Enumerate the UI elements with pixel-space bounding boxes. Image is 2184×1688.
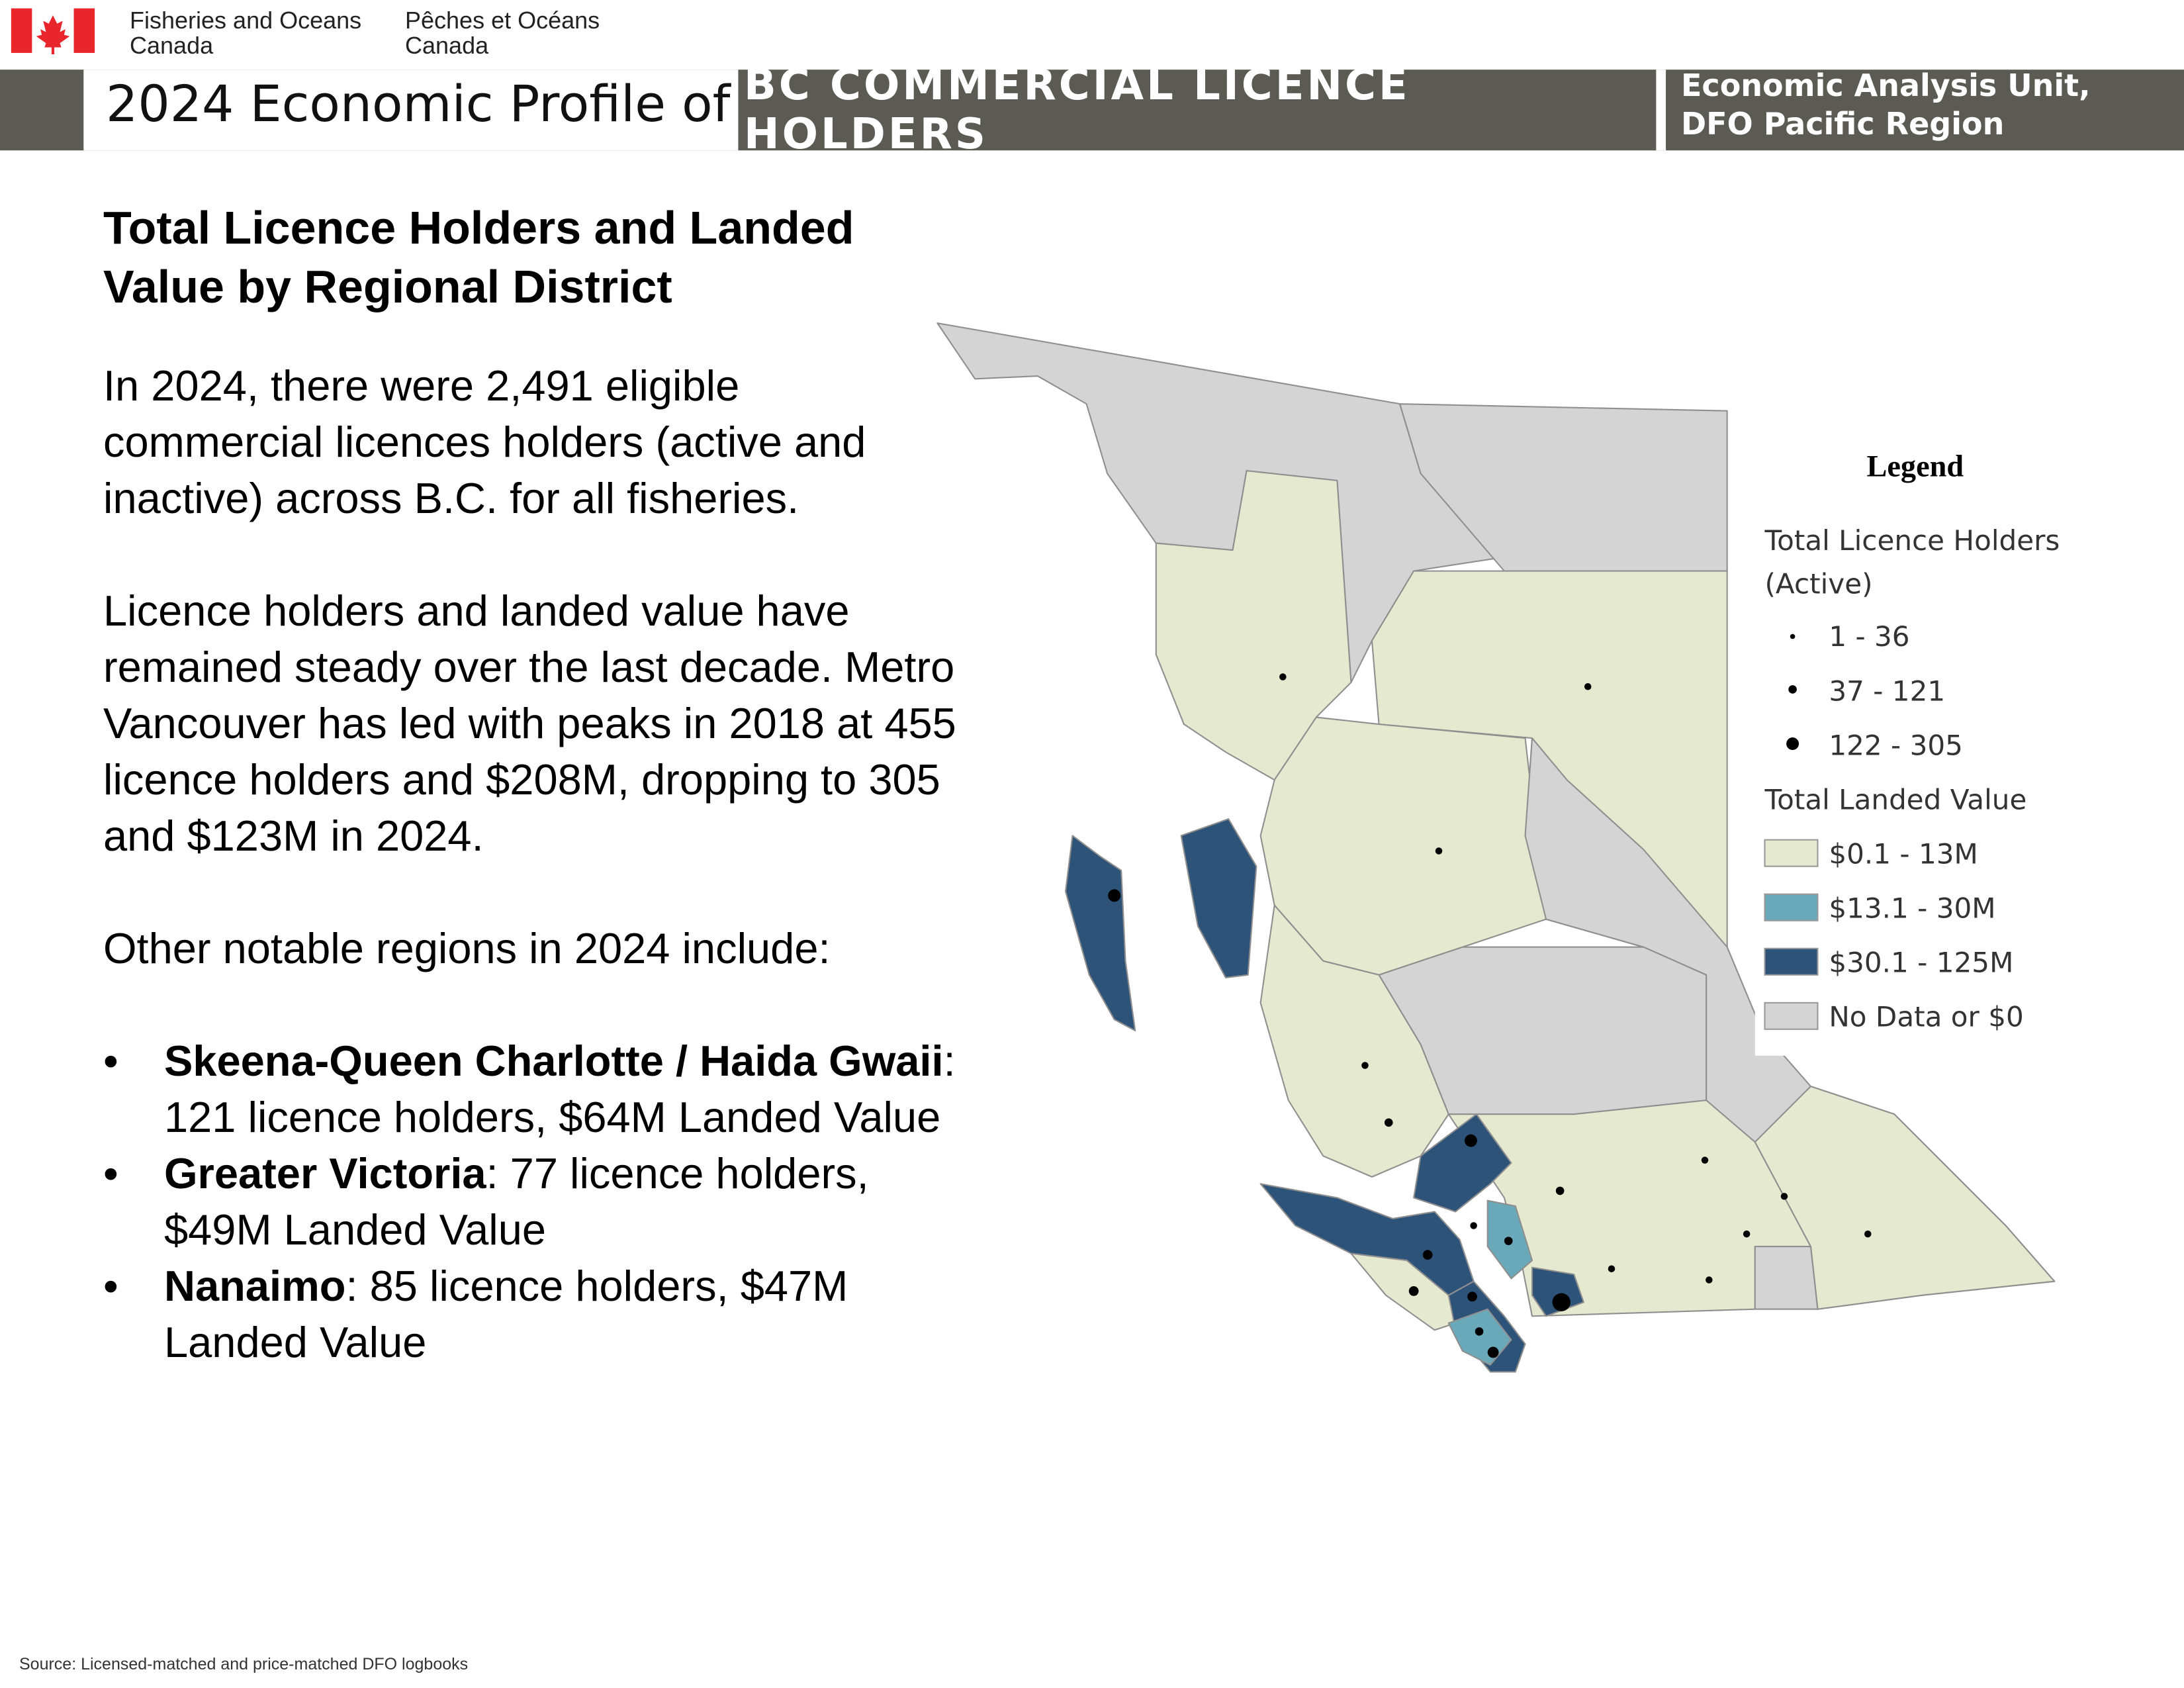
legend-label: 37 - 121 [1829, 675, 1945, 707]
legend-label: 122 - 305 [1829, 729, 1963, 761]
bullet-text: : 121 licence holders, $64M Landed Value [164, 1037, 956, 1141]
legend-swatch [1764, 893, 1819, 921]
legend-title: Legend [1867, 450, 1964, 484]
legend-label: No Data or $0 [1829, 1001, 2023, 1033]
region [1064, 835, 1136, 1031]
paragraph: In 2024, there were 2,491 eligible comme… [103, 361, 866, 522]
map [936, 322, 2056, 1373]
legend: Legend Total Licence Holders (Active) 1 -… [1754, 418, 2089, 1056]
legend-heading: Total Licence Holders (Active) [1764, 524, 2060, 600]
bullet-text: : 85 licence holders, $47M Landed Value [164, 1262, 848, 1366]
bullet-region: Skeena-Queen Charlotte / Haida Gwaii [164, 1037, 944, 1085]
bullet-region: Nanaimo [164, 1262, 346, 1310]
org-en: Fisheries and Oceans Canada [130, 7, 362, 59]
paragraph: Other notable regions in 2024 include: [103, 924, 831, 972]
profile-title: BC COMMERCIAL LICENCE HOLDERS [744, 61, 1410, 159]
legend-swatch [1764, 1002, 1819, 1030]
body: In 2024, there were 2,491 eligible comme… [103, 357, 964, 1370]
unit: Economic Analysis Unit, DFO Pacific Regi… [1681, 68, 2091, 142]
legend-swatch [1764, 839, 1819, 867]
bullet-text: : 77 licence holders, $49M Landed Value [164, 1149, 869, 1254]
legend-label: $13.1 - 30M [1829, 892, 1995, 925]
region [1155, 470, 1352, 781]
bullet-list: Skeena-Queen Charlotte / Haida Gwaii: 12… [103, 1033, 964, 1370]
org-fr: Pêches et Océans Canada [405, 7, 600, 59]
legend-heading: Total Landed Value [1764, 783, 2027, 816]
header-white [83, 70, 739, 151]
value-legend: $0.1 - 13M $13.1 - 30M $30.1 - 125M No Data… [1764, 837, 2024, 1033]
region [1259, 716, 1547, 976]
region [1754, 1086, 2056, 1310]
legend-label: $30.1 - 125M [1829, 947, 2013, 979]
paragraph: Licence holders and landed value have re… [103, 586, 956, 860]
legend-label: 1 - 36 [1829, 620, 1909, 653]
region [1413, 1113, 1512, 1213]
bullet: Nanaimo: 85 licence holders, $47M Landed… [103, 1258, 964, 1370]
legend-label: $0.1 - 13M [1829, 837, 1978, 870]
source: Source: Licensed-matched and price-match… [19, 1655, 469, 1673]
region [1754, 1245, 1819, 1310]
header-divider [1656, 70, 1666, 151]
legend-swatch [1764, 947, 1819, 976]
flag [11, 8, 95, 55]
map-dots [1108, 673, 1872, 1358]
heading: Total Licence Holders and Landed Value b… [103, 202, 854, 312]
profile-prefix: 2024 Economic Profile of [106, 74, 731, 133]
bullet-region: Greater Victoria [164, 1149, 486, 1197]
bullet: Skeena-Queen Charlotte / Haida Gwaii: 12… [103, 1033, 964, 1145]
bullet: Greater Victoria: 77 licence holders, $4… [103, 1145, 964, 1258]
region [1180, 818, 1257, 979]
